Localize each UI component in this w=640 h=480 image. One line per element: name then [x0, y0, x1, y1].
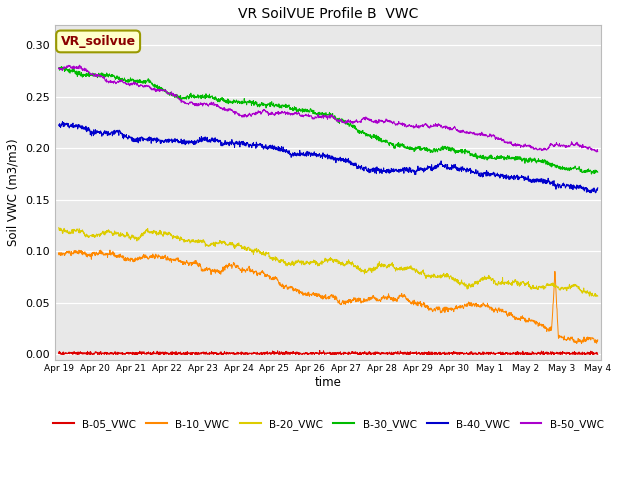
- X-axis label: time: time: [315, 376, 342, 389]
- Title: VR SoilVUE Profile B  VWC: VR SoilVUE Profile B VWC: [238, 7, 419, 21]
- Legend: B-05_VWC, B-10_VWC, B-20_VWC, B-30_VWC, B-40_VWC, B-50_VWC: B-05_VWC, B-10_VWC, B-20_VWC, B-30_VWC, …: [49, 415, 608, 434]
- Text: VR_soilvue: VR_soilvue: [61, 35, 136, 48]
- Y-axis label: Soil VWC (m3/m3): Soil VWC (m3/m3): [7, 138, 20, 246]
